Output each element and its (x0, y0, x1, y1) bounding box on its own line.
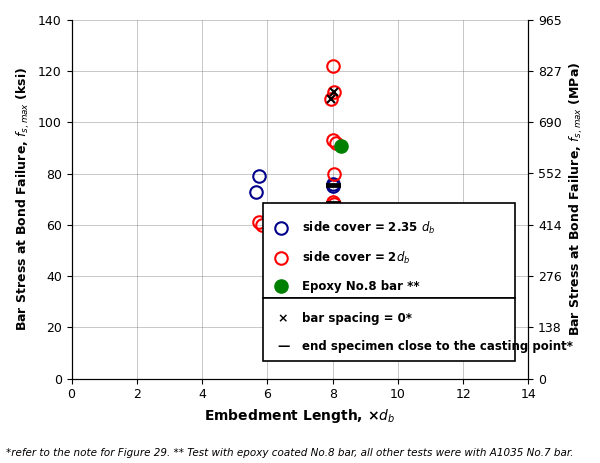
Text: end specimen close to the casting point*: end specimen close to the casting point* (302, 340, 573, 353)
X-axis label: Embedment Length, ×$d_b$: Embedment Length, ×$d_b$ (205, 407, 395, 425)
Text: bar spacing = 0*: bar spacing = 0* (302, 313, 412, 325)
Text: side cover = 2.35 $d_b$: side cover = 2.35 $d_b$ (302, 220, 436, 236)
Text: Epoxy No.8 bar **: Epoxy No.8 bar ** (302, 280, 420, 293)
Y-axis label: Bar Stress at Bond Failure, $f_{s,max}$ (MPa): Bar Stress at Bond Failure, $f_{s,max}$ … (568, 62, 585, 337)
Text: ×: × (278, 313, 289, 325)
Text: side cover = 2$d_b$: side cover = 2$d_b$ (302, 250, 411, 266)
Bar (263, 203, 515, 298)
Text: *refer to the note for Figure 29. ** Test with epoxy coated No.8 bar, all other : *refer to the note for Figure 29. ** Tes… (6, 448, 574, 458)
Y-axis label: Bar Stress at Bond Failure, $f_{s,max}$ (ksi): Bar Stress at Bond Failure, $f_{s,max}$ … (15, 67, 32, 332)
Text: —: — (277, 340, 289, 353)
Bar (263, 298, 515, 361)
